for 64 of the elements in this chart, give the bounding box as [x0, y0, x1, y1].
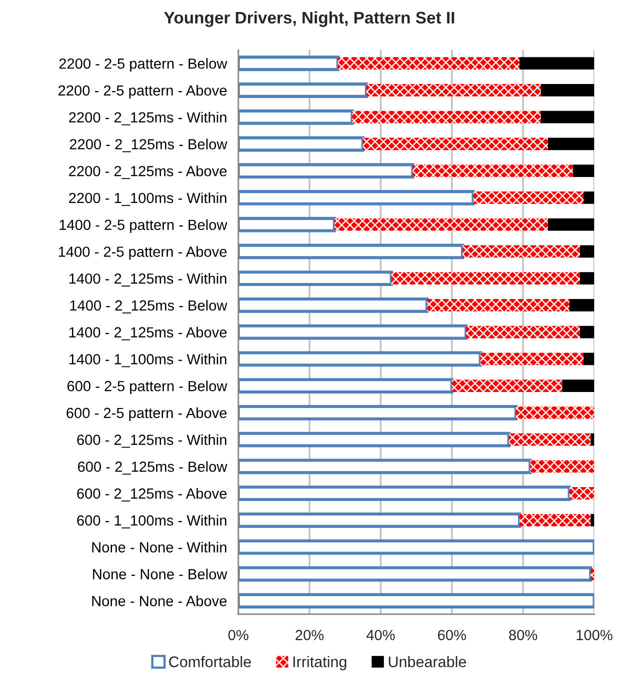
bar — [572, 164, 594, 178]
y-tick-label: 2200 - 2_125ms - Within — [69, 112, 226, 126]
y-tick-label: 600 - 2_125ms - Below — [78, 461, 228, 475]
y-tick-label: 1400 - 2_125ms - Above — [69, 326, 227, 340]
y-tick-label: 600 - 2-5 pattern - Above — [66, 407, 227, 422]
bar — [590, 568, 594, 580]
y-tick-label: 1400 - 2-5 pattern - Below — [60, 219, 228, 233]
bar — [391, 272, 580, 285]
bar — [519, 514, 591, 526]
bar — [580, 245, 594, 258]
y-tick-label: 600 - 2_125ms - Within — [77, 434, 226, 448]
bar — [580, 326, 594, 338]
y-tick-label: 1400 - 2_125ms - Within — [69, 273, 226, 287]
bar — [580, 272, 594, 285]
y-tick-label: None - None - Within — [92, 542, 226, 552]
chart-title: Younger Drivers, Night, Pattern Set II — [164, 11, 454, 27]
x-tick-label: 100% — [576, 630, 612, 640]
bar — [569, 299, 594, 312]
y-tick-label: 2200 - 2-5 pattern - Below — [59, 58, 228, 72]
bar — [352, 110, 541, 124]
x-tick-label: 40% — [366, 630, 395, 640]
bar — [480, 352, 584, 366]
y-tick-label: 600 - 2_125ms - Above — [77, 488, 227, 502]
x-tick-label: 0% — [228, 630, 248, 640]
bar — [569, 487, 594, 500]
y-tick-label: 2200 - 2_125ms - Below — [70, 138, 228, 152]
bar — [584, 192, 594, 204]
bar — [462, 245, 580, 258]
x-tick-label: 60% — [438, 630, 466, 640]
bar — [548, 218, 594, 231]
bar — [519, 57, 594, 70]
bar — [590, 514, 594, 526]
y-tick-label: 1400 - 2_125ms - Below — [70, 300, 228, 314]
y-tick-label: 1400 - 1_100ms - Within — [69, 354, 226, 368]
y-tick-label: None - None - Above — [92, 596, 227, 606]
bar — [548, 138, 594, 150]
y-tick-label: None - None - Below — [93, 568, 228, 580]
y-tick-label: 600 - 2-5 pattern - Below — [67, 380, 228, 394]
y-tick-label: 2200 - 2_125ms - Above — [69, 166, 227, 180]
bar — [516, 406, 594, 419]
bar — [540, 110, 594, 124]
y-tick-label: 2200 - 2-5 pattern - Above — [58, 84, 227, 99]
x-tick-label: 20% — [296, 630, 324, 640]
legend-label: Comfortable — [169, 656, 251, 668]
bar — [530, 460, 594, 473]
bar — [562, 380, 594, 392]
x-tick-label: 80% — [509, 630, 538, 640]
legend-label: Irritating — [293, 656, 346, 670]
bar — [452, 380, 562, 392]
bar — [412, 164, 573, 178]
y-tick-label: 600 - 1_100ms - Within — [77, 514, 226, 528]
bar — [466, 326, 580, 338]
y-tick-label: 1400 - 2-5 pattern - Above — [58, 246, 227, 260]
bar — [426, 299, 570, 312]
bar — [473, 192, 584, 204]
y-tick-label: 2200 - 1_100ms - Within — [69, 192, 226, 206]
bar — [366, 84, 541, 96]
bar — [362, 138, 548, 150]
bar — [508, 433, 591, 446]
bar — [590, 433, 594, 446]
bar — [584, 352, 594, 366]
legend-label: Unbearable — [388, 656, 466, 668]
bar — [540, 84, 594, 96]
bar — [334, 218, 548, 231]
